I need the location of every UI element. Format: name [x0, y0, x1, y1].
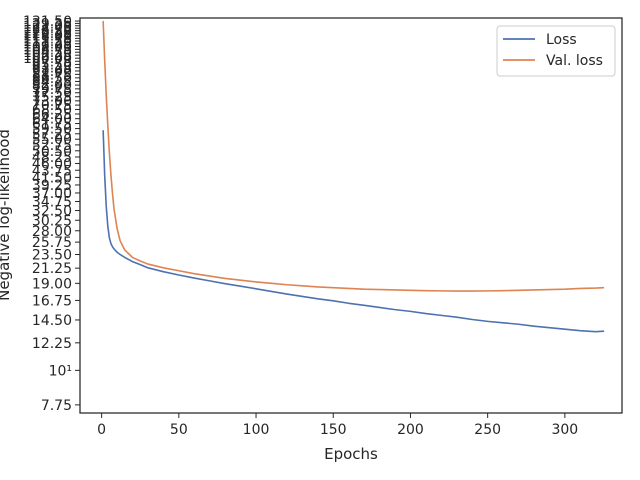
series-line-1: [102, 130, 605, 333]
y-tick-label: 43.75: [32, 163, 72, 179]
y-tick-label: 100.00: [23, 51, 72, 67]
y-tick-label: 79.75: [32, 82, 72, 98]
y-tick-label: 109.00: [23, 39, 72, 55]
y-tick-label: 127.00: [23, 19, 72, 35]
y-tick-label: 77.50: [32, 86, 72, 102]
y-tick-label: 97.75: [32, 54, 72, 70]
y-tick-label: 21.25: [32, 261, 72, 277]
x-tick-label: 0: [97, 422, 106, 438]
series-layer: [102, 20, 605, 333]
y-tick-label: 55.00: [32, 132, 72, 148]
y-ticks: 7.75 10¹ 12.25 14.50 16.7519.0021.2523.5025.…: [23, 14, 80, 414]
plot-frame: [79, 17, 623, 414]
y-tick-label: 73.00: [32, 94, 72, 110]
series-line-2: [102, 20, 605, 292]
y-tick-label: 84.25: [32, 74, 72, 90]
y-tick-label: 64.00: [32, 112, 72, 128]
y-tick-label: 19.00: [32, 276, 72, 292]
y-tick-label: 59.50: [32, 122, 72, 138]
y-tick-label: 68.50: [32, 102, 72, 118]
y-tick-label: 50.50: [32, 144, 72, 160]
y-tick-label: 12.25: [32, 336, 72, 352]
y-tick-label: 91.00: [32, 64, 72, 80]
y-tick-label: 14.50: [32, 313, 72, 329]
x-tick-label: 100: [243, 422, 270, 438]
y-axis-label: Negative log-likelihood: [0, 129, 13, 301]
legend-label-1: Loss: [546, 32, 577, 48]
y-tick-label: 115.75: [23, 31, 72, 47]
y-tick-label: 32.50: [32, 204, 72, 220]
y-tick-label: 37.00: [32, 186, 72, 202]
legend-label-2: Val. loss: [546, 53, 603, 69]
y-tick-label: 86.50: [32, 71, 72, 87]
y-tick-label: 106.75: [23, 42, 72, 58]
x-tick-label: 300: [551, 422, 578, 438]
plot-background: [80, 18, 622, 413]
y-tick-label: 25.75: [32, 235, 72, 251]
y-tick-label: 82.00: [32, 78, 72, 94]
y-tick-label: 129.25: [23, 16, 72, 32]
y-tick-label: 70.75: [32, 98, 72, 114]
y-tick-label: 104.50: [23, 45, 72, 61]
y-tick-label: 102.25: [23, 48, 72, 64]
y-tick-label: 131.50: [23, 14, 72, 30]
x-tick-label: 250: [474, 422, 501, 438]
y-tick-label: 23.50: [32, 248, 72, 264]
y-tick-label: 28.00: [32, 224, 72, 240]
legend: Loss Val. loss: [496, 25, 616, 77]
x-axis-label: Epochs: [324, 445, 378, 463]
y-tick-label: 34.75: [32, 194, 72, 210]
x-tick-label: 200: [397, 422, 424, 438]
y-tick-label: 113.50: [23, 34, 72, 50]
y-tick-label: 88.75: [32, 67, 72, 83]
y-tick-label: 52.75: [32, 138, 72, 154]
y-tick-label: 66.25: [32, 107, 72, 123]
x-ticks: 0 50 100 150 200 250 300: [97, 413, 578, 438]
y-tick-label: 46.00: [32, 156, 72, 172]
y-tick-label: 39.25: [32, 178, 72, 194]
y-tick-label: 61.75: [32, 117, 72, 133]
y-tick-label: 95.50: [32, 57, 72, 73]
y-tick-label: 30.25: [32, 213, 72, 229]
y-tick-label: 16.75: [32, 293, 72, 309]
y-tick-label: 111.25: [23, 37, 72, 53]
y-tick-label: 7.75: [41, 398, 72, 414]
y-tick-label: 118.00: [23, 29, 72, 45]
y-tick-label: 122.50: [23, 24, 72, 40]
y-tick-label: 93.25: [32, 61, 72, 77]
y-tick-label: 10¹: [49, 363, 72, 379]
y-tick-label: 120.25: [23, 26, 72, 42]
y-tick-label: 48.25: [32, 150, 72, 166]
y-tick-label: 41.50: [32, 170, 72, 186]
y-tick-label: 124.75: [23, 21, 72, 37]
y-tick-label: 75.25: [32, 90, 72, 106]
y-tick-label: 57.25: [32, 127, 72, 143]
x-tick-label: 150: [320, 422, 347, 438]
x-tick-label: 50: [170, 422, 188, 438]
